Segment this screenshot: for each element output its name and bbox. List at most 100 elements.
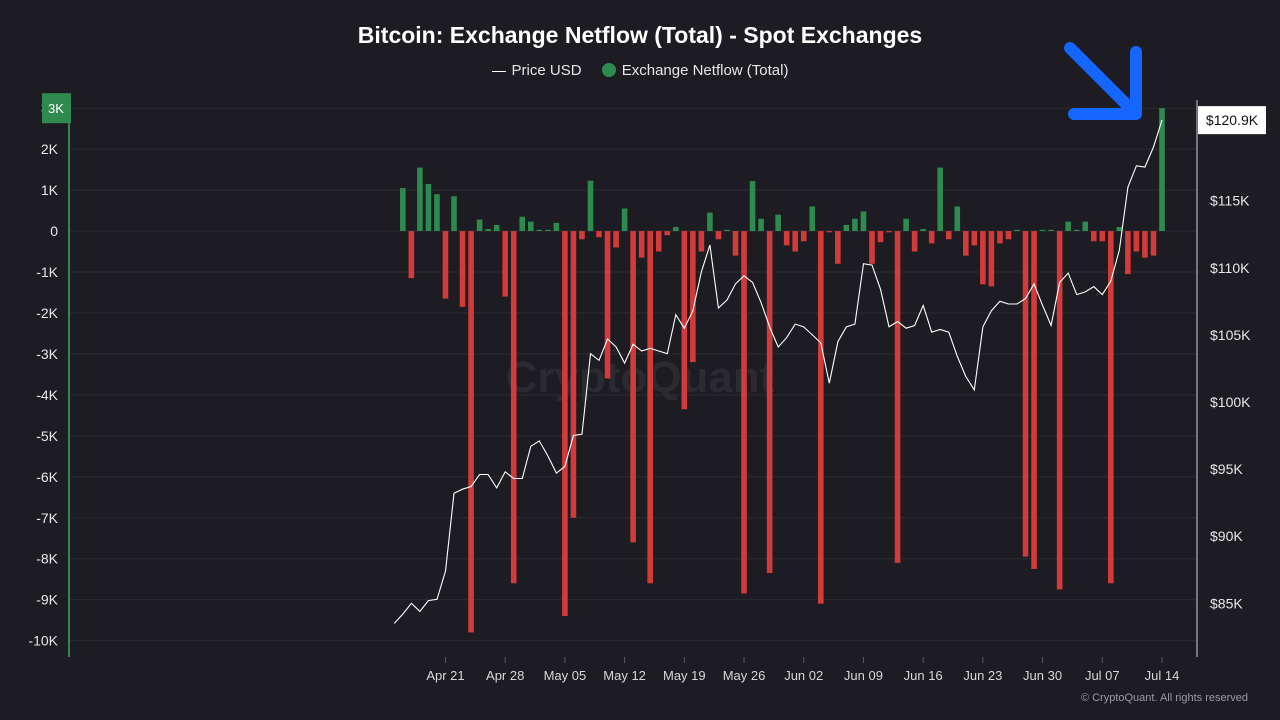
- chart-legend: Price USD Exchange Netflow (Total): [0, 62, 1280, 79]
- watermark-text: CryptoQuant: [506, 353, 775, 402]
- netflow-bar: [664, 231, 671, 236]
- netflow-bar: [1159, 108, 1165, 232]
- netflow-bar: [783, 231, 790, 246]
- x-tick-label: Jul 07: [1085, 668, 1120, 683]
- current-price-tag-label: $120.9K: [1206, 112, 1259, 128]
- netflow-bar: [630, 231, 636, 543]
- left-tick-label: -10K: [28, 633, 58, 649]
- netflow-bar: [681, 231, 688, 410]
- netflow-bar: [408, 231, 415, 279]
- netflow-bar: [800, 231, 807, 242]
- netflow-bar: [400, 188, 406, 232]
- netflow-bar: [579, 231, 585, 240]
- netflow-bar: [1022, 231, 1029, 557]
- netflow-bar: [1056, 231, 1063, 590]
- netflow-bar: [971, 231, 978, 246]
- netflow-bar: [928, 231, 935, 244]
- x-tick-label: May 19: [663, 668, 706, 683]
- netflow-bar: [1116, 226, 1123, 232]
- legend-netflow-label: Exchange Netflow (Total): [621, 62, 789, 79]
- netflow-bar: [894, 231, 901, 563]
- netflow-bar: [638, 231, 645, 258]
- right-tick-label: $90K: [1210, 528, 1243, 544]
- netflow-bar: [945, 231, 952, 240]
- netflow-bar: [1082, 221, 1089, 232]
- netflow-bar: [1090, 231, 1097, 242]
- right-tick-label: $105K: [1210, 327, 1251, 343]
- left-tick-label: 2K: [41, 141, 59, 157]
- netflow-bar: [766, 231, 773, 574]
- netflow-bar: [715, 231, 722, 240]
- left-tick-label: -3K: [36, 346, 58, 362]
- left-axis-value-tag: [42, 93, 71, 124]
- netflow-bar: [613, 231, 619, 248]
- x-tick-label: Jun 30: [1023, 668, 1062, 683]
- netflow-bar: [536, 229, 543, 232]
- right-tick-label: $85K: [1210, 595, 1243, 611]
- netflow-bar: [1065, 221, 1071, 232]
- x-tick-label: Jun 02: [784, 668, 823, 683]
- netflow-bar: [425, 183, 432, 232]
- netflow-bar: [1125, 231, 1131, 275]
- netflow-bar: [459, 231, 466, 307]
- netflow-bar: [988, 231, 995, 287]
- x-tick-label: Apr 28: [486, 668, 524, 683]
- left-tick-label: -5K: [36, 428, 58, 444]
- netflow-bar: [937, 167, 944, 232]
- right-tick-label: $100K: [1210, 394, 1251, 410]
- netflow-bar: [954, 206, 961, 232]
- netflow-bar: [826, 231, 833, 233]
- netflow-bar: [1073, 229, 1080, 232]
- netflow-bar: [980, 231, 986, 285]
- netflow-bar: [434, 194, 440, 232]
- legend-item-price[interactable]: Price USD: [491, 62, 582, 79]
- netflow-bar: [476, 219, 483, 232]
- left-tick-label: -2K: [36, 305, 58, 321]
- legend-item-netflow[interactable]: Exchange Netflow (Total): [601, 62, 789, 79]
- netflow-bar: [792, 231, 799, 252]
- current-price-tag: [1198, 106, 1266, 135]
- price-line: [393, 119, 1163, 624]
- netflow-bar: [920, 229, 926, 232]
- netflow-bar: [1108, 231, 1114, 584]
- copyright-text: © CryptoQuant. All rights reserved: [1080, 692, 1248, 704]
- right-tick-label: $95K: [1210, 461, 1243, 477]
- netflow-bar: [485, 229, 491, 232]
- netflow-bar: [724, 229, 730, 232]
- netflow-bar: [1142, 231, 1148, 258]
- netflow-bar: [741, 231, 747, 594]
- left-tick-label: -9K: [36, 592, 58, 608]
- netflow-bar: [1048, 229, 1054, 232]
- left-tick-label: 1K: [41, 182, 59, 198]
- netflow-bar: [835, 231, 841, 264]
- netflow-bar: [570, 231, 577, 518]
- netflow-bar: [562, 231, 568, 617]
- netflow-bar: [655, 231, 662, 252]
- left-tick-label: -7K: [36, 510, 58, 526]
- netflow-bar: [519, 216, 526, 232]
- netflow-bar: [997, 231, 1003, 244]
- left-tick-label: -1K: [36, 264, 58, 280]
- x-tick-label: Jun 16: [904, 668, 943, 683]
- netflow-bar: [732, 231, 739, 256]
- netflow-bar: [869, 231, 875, 264]
- left-axis-value-tag-label: 3K: [48, 101, 64, 116]
- netflow-bar: [963, 231, 969, 256]
- dot-swatch-icon: [601, 63, 616, 77]
- x-tick-label: Apr 21: [426, 668, 464, 683]
- netflow-bar: [843, 224, 850, 232]
- netflow-bar: [809, 206, 816, 232]
- arrow-down-right-icon: [1064, 42, 1142, 120]
- netflow-bar: [553, 222, 560, 232]
- left-tick-label: -6K: [36, 469, 58, 485]
- netflow-bar: [698, 231, 705, 252]
- x-tick-label: Jun 09: [844, 668, 883, 683]
- chart-title: Bitcoin: Exchange Netflow (Total) - Spot…: [357, 22, 923, 48]
- netflow-bar: [775, 214, 781, 232]
- left-tick-label: -8K: [36, 551, 58, 567]
- netflow-bar: [527, 221, 534, 232]
- right-tick-label: $115K: [1210, 193, 1250, 209]
- x-tick-label: May 26: [723, 668, 766, 683]
- netflow-bar: [672, 226, 679, 232]
